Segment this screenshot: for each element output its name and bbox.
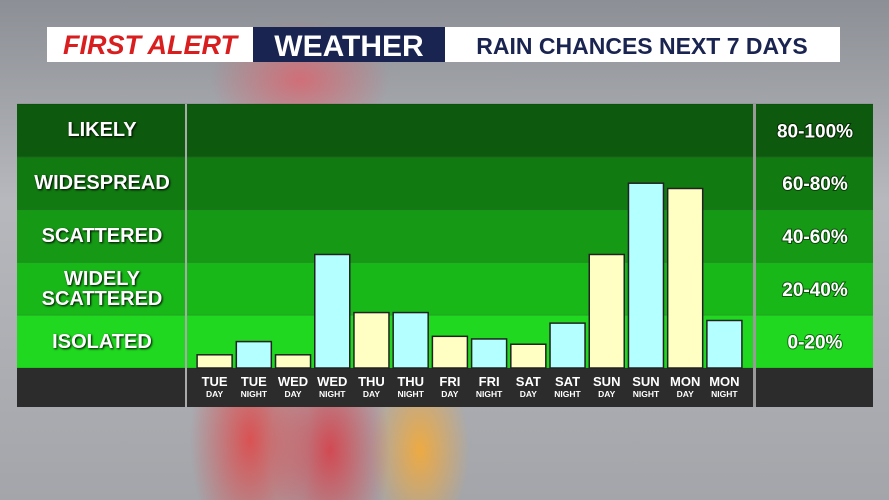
divider xyxy=(753,104,756,407)
bar xyxy=(627,182,665,369)
bar xyxy=(588,253,625,369)
bar xyxy=(314,253,351,369)
band-label: WIDELY SCATTERED xyxy=(17,262,187,315)
brand: FIRST ALERT xyxy=(63,30,240,60)
bar xyxy=(470,338,508,369)
bar xyxy=(235,340,273,369)
bar xyxy=(353,311,390,369)
band-label: ISOLATED xyxy=(17,315,187,368)
bar xyxy=(706,319,743,369)
band xyxy=(17,156,873,210)
x-tick-label: WED xyxy=(317,374,347,389)
band-range: 60-80% xyxy=(782,174,848,195)
x-tick-sublabel: NIGHT xyxy=(554,389,581,399)
band-label-text: ISOLATED xyxy=(52,330,152,353)
x-tick-label: THU xyxy=(358,374,385,389)
band-label-text: LIKELY xyxy=(67,119,137,142)
x-tick-label: WED xyxy=(278,374,308,389)
x-tick-sublabel: NIGHT xyxy=(633,389,660,399)
x-tick-label: FRI xyxy=(439,374,460,389)
x-tick-label: MON xyxy=(709,374,739,389)
x-tick-sublabel: DAY xyxy=(284,389,301,399)
x-tick-label: THU xyxy=(397,374,424,389)
x-tick-label: SUN xyxy=(593,374,620,389)
x-tick-sublabel: DAY xyxy=(206,389,223,399)
x-tick-label: MON xyxy=(670,374,700,389)
x-tick-sublabel: DAY xyxy=(598,389,615,399)
x-tick-sublabel: NIGHT xyxy=(397,389,424,399)
bar xyxy=(196,354,233,369)
x-tick-label: FRI xyxy=(479,374,500,389)
x-tick-label: SAT xyxy=(516,374,541,389)
x-tick-sublabel: DAY xyxy=(363,389,380,399)
x-tick-sublabel: DAY xyxy=(520,389,537,399)
x-tick-sublabel: DAY xyxy=(441,389,458,399)
bar xyxy=(549,322,586,369)
bar xyxy=(392,311,429,369)
band-label-text: WIDELY SCATTERED xyxy=(41,267,163,310)
band xyxy=(17,262,873,316)
x-tick-sublabel: NIGHT xyxy=(476,389,503,399)
plot: TUEDAYTUENIGHTWEDDAYWEDNIGHTTHUDAYTHUNIG… xyxy=(196,182,743,399)
bar xyxy=(666,187,704,369)
band-range: 40-60% xyxy=(782,227,848,248)
divider xyxy=(185,104,187,407)
band-label-text: SCATTERED xyxy=(41,224,163,247)
bar xyxy=(510,343,547,369)
x-tick-label: SAT xyxy=(555,374,580,389)
bar xyxy=(274,354,312,369)
x-tick-sublabel: NIGHT xyxy=(241,389,268,399)
x-tick-label: TUE xyxy=(241,374,267,389)
x-tick-label: SUN xyxy=(632,374,659,389)
band-label: WIDESPREAD xyxy=(17,157,187,210)
brand-box xyxy=(47,27,253,62)
bar xyxy=(431,335,469,369)
band-range: 80-100% xyxy=(777,121,853,142)
section: WEATHER xyxy=(274,30,424,63)
title: RAIN CHANCES NEXT 7 DAYS xyxy=(476,33,807,59)
x-tick-sublabel: NIGHT xyxy=(711,389,738,399)
x-tick-label: TUE xyxy=(202,374,228,389)
band-range: 20-40% xyxy=(782,280,848,301)
x-tick-sublabel: NIGHT xyxy=(319,389,346,399)
band-label: LIKELY xyxy=(17,104,187,157)
title-box xyxy=(445,27,840,62)
x-tick-sublabel: DAY xyxy=(677,389,694,399)
footer-row xyxy=(17,368,873,407)
band-label-text: WIDESPREAD xyxy=(34,172,170,195)
band xyxy=(17,209,873,263)
band-label: SCATTERED xyxy=(17,210,187,263)
section-box xyxy=(253,27,445,62)
band-range: 0-20% xyxy=(788,333,843,354)
band xyxy=(17,104,873,157)
